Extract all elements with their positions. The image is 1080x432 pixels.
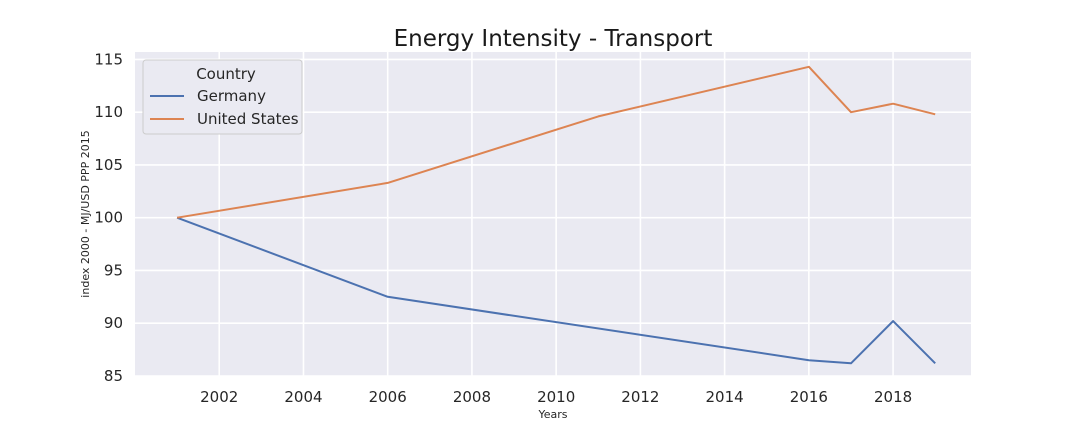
y-tick-label: 105 <box>94 156 123 174</box>
legend-label-united-states: United States <box>197 110 299 128</box>
legend-title: Country <box>196 65 256 83</box>
legend-label-germany: Germany <box>197 87 266 105</box>
x-tick-label: 2010 <box>537 388 575 406</box>
y-tick-label: 90 <box>104 314 123 332</box>
y-tick-label: 110 <box>94 103 123 121</box>
x-tick-label: 2012 <box>621 388 659 406</box>
y-tick-label: 100 <box>94 209 123 227</box>
series-lines <box>176 65 936 365</box>
x-tick-label: 2018 <box>874 388 912 406</box>
x-axis-label: Years <box>537 408 567 421</box>
y-tick-label: 85 <box>104 367 123 385</box>
series-line-germany <box>176 216 936 365</box>
y-axis-ticks: 85 90 95 100 105 110 115 <box>94 50 123 385</box>
x-tick-label: 2004 <box>284 388 322 406</box>
series-line-united-states <box>176 65 936 219</box>
x-tick-label: 2002 <box>200 388 238 406</box>
x-tick-label: 2006 <box>369 388 407 406</box>
y-tick-label: 115 <box>94 50 123 68</box>
x-tick-label: 2016 <box>790 388 828 406</box>
x-axis-ticks: 2002 2004 2006 2008 2010 2012 2014 2016 2018 <box>200 388 912 406</box>
legend-box <box>142 59 303 135</box>
y-tick-label: 95 <box>104 261 123 279</box>
x-tick-label: 2008 <box>453 388 491 406</box>
x-tick-label: 2014 <box>706 388 744 406</box>
chart-title: Energy Intensity - Transport <box>394 26 713 52</box>
y-axis-label: index 2000 - MJ/USD PPP 2015 <box>79 130 92 297</box>
legend: Country Germany United States <box>142 59 303 135</box>
